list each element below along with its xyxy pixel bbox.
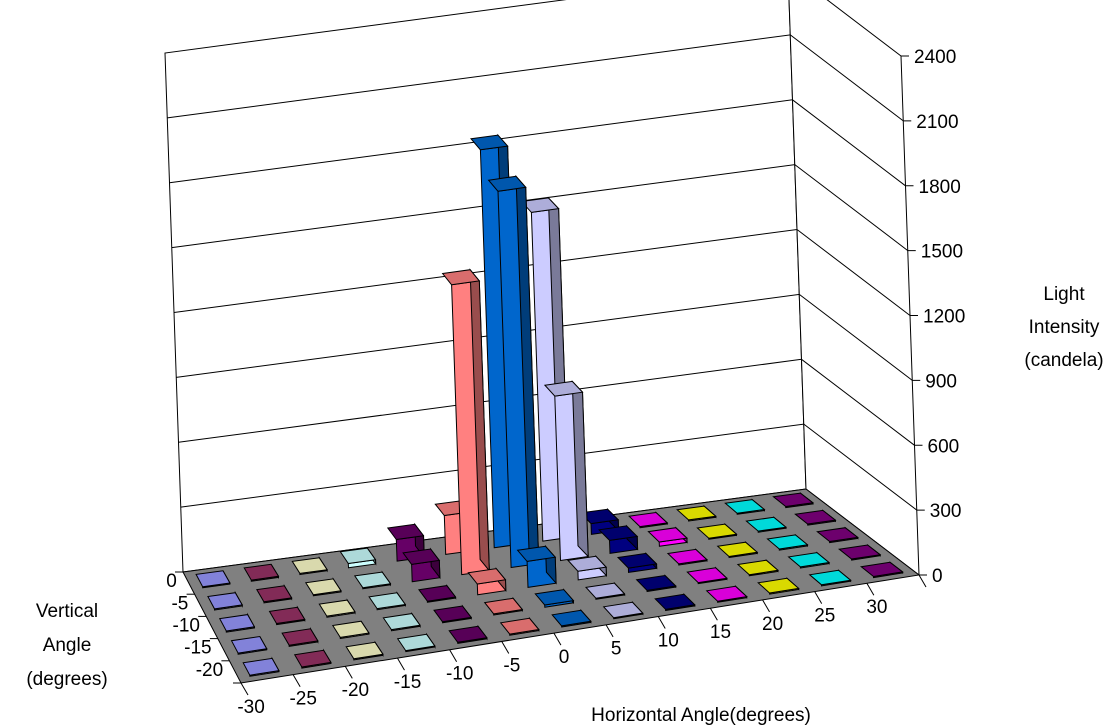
y-tick-label: -10 <box>173 616 200 637</box>
z-tick-label: 0 <box>932 566 943 587</box>
x-tick-label: 0 <box>559 647 570 668</box>
x-tick-mark <box>710 608 717 620</box>
x-tick-label: 10 <box>658 630 679 651</box>
y-axis-title-line-1: Vertical <box>36 601 98 622</box>
x-tick-mark <box>293 675 300 687</box>
side-wall <box>788 0 919 575</box>
z-tick-label: 2100 <box>916 112 958 133</box>
z-tick-label: 300 <box>930 501 962 522</box>
y-tick-label: -5 <box>171 593 188 614</box>
x-tick-label: -25 <box>289 689 316 710</box>
x-tick-label: 15 <box>710 622 731 643</box>
x-tick-mark <box>345 666 352 678</box>
z-axis-title-line-3: (candela) <box>1024 350 1103 371</box>
x-tick-label: 20 <box>762 614 783 635</box>
z-axis-title-line-2: Intensity <box>1029 317 1100 338</box>
x-tick-label: -20 <box>342 680 369 701</box>
z-tick-label: 900 <box>925 371 957 392</box>
x-tick-mark <box>397 658 404 670</box>
x-tick-mark <box>815 592 822 604</box>
x-tick-mark <box>763 600 770 612</box>
x-tick-label: -30 <box>237 697 264 718</box>
x-tick-label: 25 <box>814 605 835 626</box>
x-axis-title: Horizontal Angle(degrees) <box>591 705 811 726</box>
z-tick-label: 1200 <box>923 307 965 328</box>
x-tick-label: -15 <box>394 672 421 693</box>
x-tick-label: 30 <box>866 597 887 618</box>
x-tick-label: 5 <box>611 639 622 660</box>
x-tick-mark <box>867 583 874 595</box>
z-tick-label: 1500 <box>921 242 963 263</box>
x-tick-mark <box>241 683 248 695</box>
y-tick-label: -15 <box>184 638 211 659</box>
x-tick-label: -10 <box>446 664 473 685</box>
x-tick-mark <box>919 575 926 587</box>
z-axis-title-line-1: Light <box>1043 284 1085 305</box>
x-tick-mark <box>658 617 665 629</box>
z-tick-label: 1800 <box>919 177 961 198</box>
z-tick-label: 2400 <box>914 47 956 68</box>
z-tick-label: 600 <box>928 436 960 457</box>
x-tick-mark <box>450 650 457 662</box>
x-tick-mark <box>502 641 509 653</box>
y-axis-title-line-2: Angle <box>43 635 92 656</box>
y-tick-label: 0 <box>166 571 177 592</box>
x-tick-mark <box>554 633 561 645</box>
x-tick-label: -5 <box>503 655 520 676</box>
y-axis-title-line-3: (degrees) <box>26 669 107 690</box>
x-tick-mark <box>606 625 613 637</box>
y-tick-label: -20 <box>196 660 223 681</box>
